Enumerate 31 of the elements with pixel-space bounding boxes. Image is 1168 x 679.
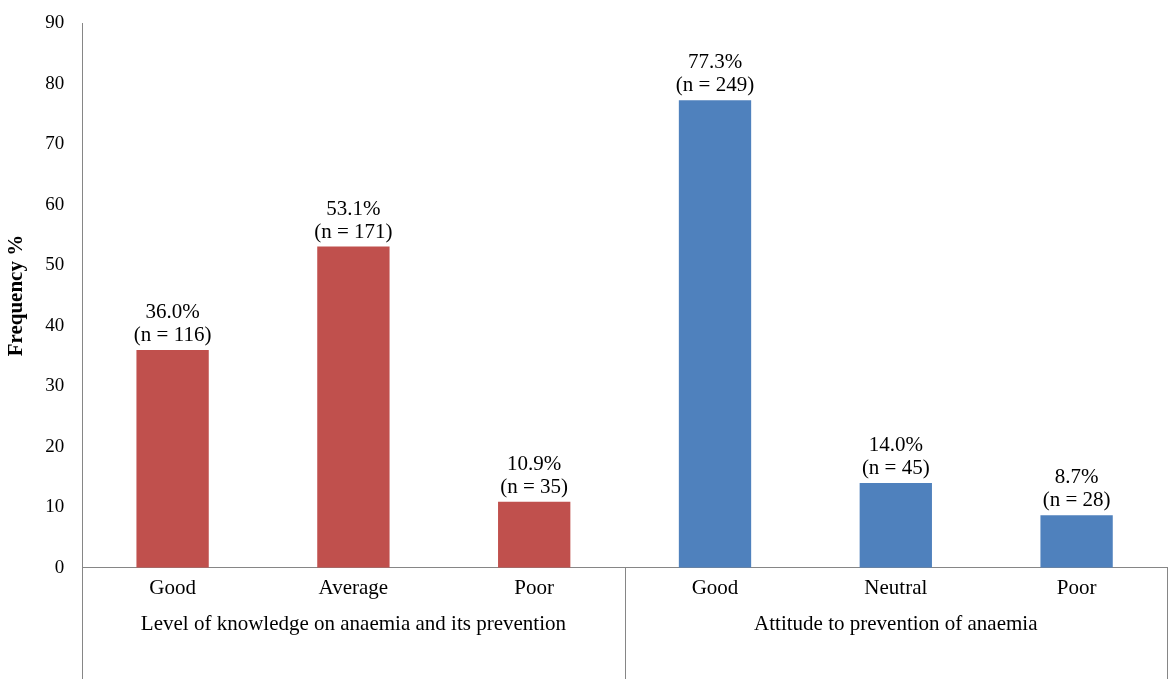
x-tick-label: Poor [514, 574, 555, 599]
y-tick-label: 50 [45, 253, 65, 275]
y-tick-label: 0 [54, 555, 65, 577]
bar [859, 483, 932, 568]
y-tick-label: 90 [45, 11, 65, 33]
bar [136, 350, 209, 568]
bar [498, 501, 571, 568]
text: Level of knowledge on anaemia and its prevention [140, 611, 567, 636]
bar [1040, 515, 1113, 568]
y-tick-label: 10 [45, 495, 65, 517]
x-tick-label: Poor [1056, 574, 1097, 599]
data-label: 53.1% (n = 171) [314, 195, 393, 243]
x-tick-label: Neutral [864, 574, 928, 599]
data-label: 77.3% (n = 249) [675, 49, 755, 97]
bar [678, 100, 752, 568]
y-tick-label: 40 [45, 313, 65, 335]
x-tick-label: Good [149, 574, 197, 599]
text: Attitude to prevention of anaemia [754, 611, 1039, 636]
data-label: 14.0% (n = 45) [861, 432, 930, 480]
x-tick-label: Average [318, 574, 389, 599]
bar [317, 246, 390, 568]
data-label: 10.9% (n = 35) [500, 450, 569, 498]
y-tick-label: 70 [45, 132, 65, 154]
y-tick-label: 80 [45, 71, 65, 93]
y-tick-label: 20 [45, 434, 65, 456]
y-tick-label: 60 [45, 192, 65, 214]
y-axis-title: Frequency % [3, 234, 28, 357]
y-tick-label: 30 [45, 374, 65, 396]
data-label: 36.0% (n = 116) [133, 299, 212, 347]
data-label: 8.7% (n = 28) [1042, 464, 1111, 512]
x-tick-label: Good [691, 574, 739, 599]
